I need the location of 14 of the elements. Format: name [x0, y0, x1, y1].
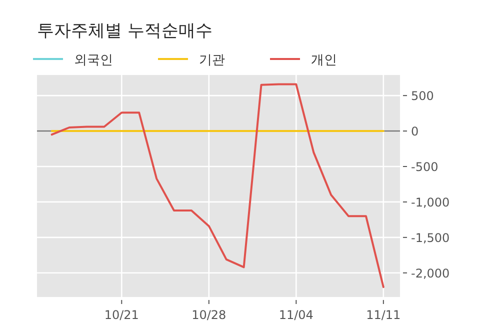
legend-label: 개인	[311, 53, 337, 68]
x-tick-label: 11/04	[278, 308, 314, 322]
legend-label: 기관	[199, 53, 225, 68]
chart-title: 투자주체별 누적순매수	[37, 21, 212, 41]
y-tick-label: -1,500	[411, 230, 450, 245]
x-tick-label: 11/11	[366, 308, 401, 322]
y-tick-label: -1,000	[411, 195, 450, 210]
y-tick-label: -500	[411, 160, 438, 174]
y-tick-label: 0	[411, 124, 419, 139]
x-tick-label: 10/21	[104, 308, 139, 322]
y-tick-label: -2,000	[411, 266, 450, 280]
x-tick-label: 10/28	[192, 308, 226, 322]
y-tick-label: 500	[411, 89, 434, 104]
legend-label: 외국인	[74, 53, 113, 68]
